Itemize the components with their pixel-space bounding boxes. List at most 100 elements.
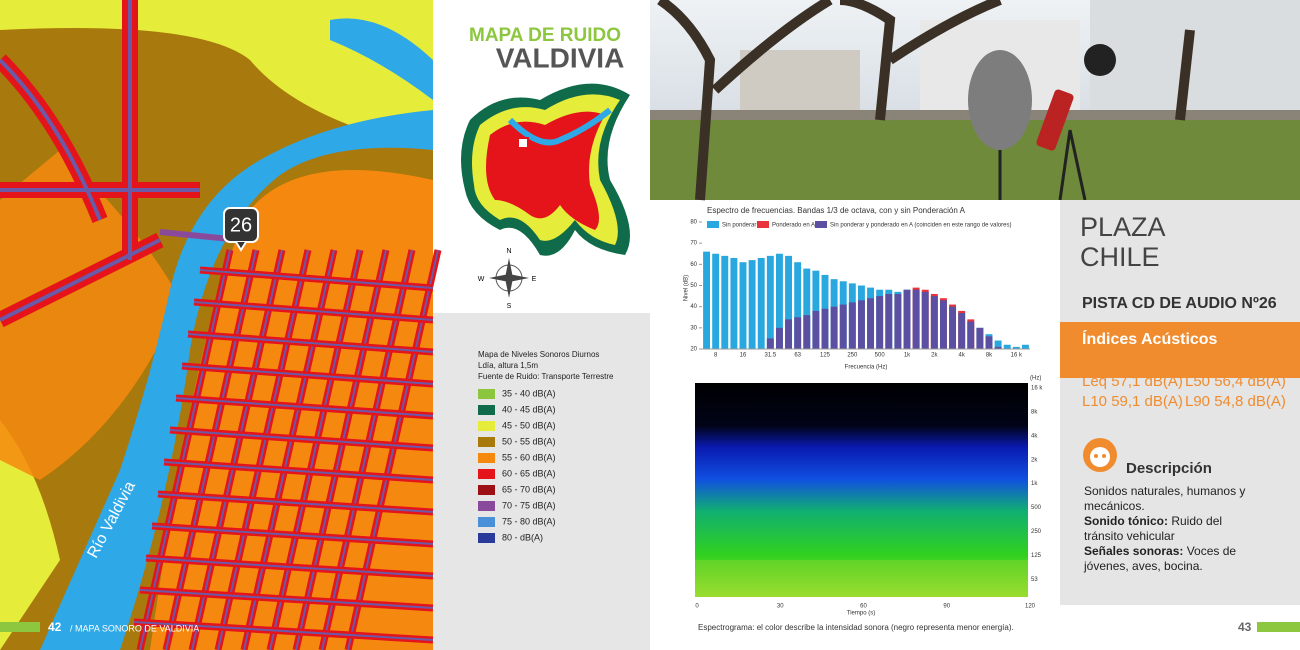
legend-swatch bbox=[478, 437, 495, 447]
index: Leq 57,1 dB(A) bbox=[1082, 373, 1183, 390]
spec-y-tick: 4k bbox=[1031, 433, 1038, 439]
description: Sonidos naturales, humanos y mecánicos. … bbox=[1084, 484, 1264, 574]
bar bbox=[748, 260, 756, 349]
bar bbox=[812, 310, 820, 349]
street bbox=[139, 249, 231, 650]
signals-text: Voces de jóvenes, aves, bocina. bbox=[1084, 544, 1237, 573]
legend-range: 50 - 55 dB(A) bbox=[502, 436, 556, 446]
bar bbox=[757, 257, 765, 349]
x-tick-label: 1k bbox=[904, 353, 911, 359]
legend-swatch bbox=[478, 405, 495, 415]
y-tick-label: 40 bbox=[690, 304, 697, 310]
signals: Señales sonoras: Voces de jóvenes, aves,… bbox=[1084, 544, 1264, 574]
legend-swatch bbox=[478, 501, 495, 511]
street bbox=[139, 589, 434, 609]
spec-y-tick: 1k bbox=[1031, 481, 1038, 487]
legend-swatch bbox=[478, 533, 495, 543]
bar bbox=[739, 262, 747, 349]
legend-swatch bbox=[757, 221, 769, 228]
legend-label: Ponderado en A bbox=[772, 223, 815, 229]
index: L10 59,1 dB(A) bbox=[1082, 393, 1183, 410]
x-axis-label: Frecuencia (Hz) bbox=[845, 365, 888, 371]
bar bbox=[794, 262, 802, 349]
river bbox=[40, 110, 433, 650]
photo bbox=[650, 0, 1300, 201]
x-tick-label: 4k bbox=[958, 353, 965, 359]
bar bbox=[785, 255, 793, 349]
compass-n: N bbox=[506, 248, 511, 255]
title-line2: VALDIVIA bbox=[496, 42, 625, 73]
street bbox=[157, 493, 434, 513]
bar bbox=[712, 253, 720, 349]
bar bbox=[1012, 346, 1020, 349]
legend-line: Mapa de Niveles Sonoros Diurnos bbox=[478, 350, 599, 359]
city-map bbox=[461, 83, 630, 256]
bar bbox=[885, 293, 893, 349]
x-tick-label: 16 k bbox=[1011, 353, 1023, 359]
bar bbox=[721, 255, 729, 349]
x-tick-label: 8 bbox=[714, 353, 718, 359]
noise-map: 26 Río Valdivia 42 / MAPA SONORO DE VALD… bbox=[0, 0, 442, 650]
y-tick-label: 30 bbox=[690, 325, 697, 331]
spec-y-tick: 8k bbox=[1031, 409, 1038, 415]
street-grid bbox=[133, 249, 442, 650]
bar bbox=[939, 300, 947, 349]
spec-y-tick: 250 bbox=[1031, 529, 1042, 535]
bar bbox=[894, 293, 902, 349]
index: L90 54,8 dB(A) bbox=[1185, 393, 1286, 410]
bar bbox=[958, 313, 966, 349]
bar bbox=[930, 296, 938, 349]
bar bbox=[1003, 344, 1011, 349]
y-tick-label: 60 bbox=[690, 262, 697, 268]
spectrogram-band bbox=[695, 560, 1028, 597]
bar bbox=[848, 302, 856, 349]
street bbox=[191, 249, 283, 650]
tonic: Sonido tónico: Ruido del tránsito vehicu… bbox=[1084, 514, 1264, 544]
legend-range: 65 - 70 dB(A) bbox=[502, 484, 556, 494]
place-line2: CHILE bbox=[1080, 242, 1160, 272]
legend-range: 55 - 60 dB(A) bbox=[502, 452, 556, 462]
x-tick-label: 125 bbox=[820, 353, 831, 359]
indices-band bbox=[1060, 322, 1300, 378]
bar bbox=[839, 304, 847, 349]
bar bbox=[994, 340, 1002, 349]
legend-swatch bbox=[478, 389, 495, 399]
legend-range: 75 - 80 dB(A) bbox=[502, 516, 556, 526]
spec-x-tick: 30 bbox=[777, 604, 784, 610]
bar bbox=[994, 346, 1002, 349]
legend-swatch bbox=[478, 421, 495, 431]
bar bbox=[766, 338, 774, 349]
spectrum-chart: Espectro de frecuencias. Bandas 1/3 de o… bbox=[684, 206, 1030, 371]
y-tick-label: 50 bbox=[690, 283, 697, 289]
x-tick-label: 16 bbox=[740, 353, 747, 359]
legend-range: 40 - 45 dB(A) bbox=[502, 404, 556, 414]
bar bbox=[967, 321, 975, 349]
bar bbox=[912, 289, 920, 349]
page-number: 42 bbox=[48, 620, 62, 634]
spec-y-tick: 53 bbox=[1031, 577, 1038, 583]
compass: N E S W bbox=[478, 248, 537, 310]
bar bbox=[730, 257, 738, 349]
legend-range: 60 - 65 dB(A) bbox=[502, 468, 556, 478]
bar bbox=[703, 251, 711, 349]
x-tick-label: 500 bbox=[875, 353, 886, 359]
street bbox=[175, 397, 434, 417]
marker-pin bbox=[235, 241, 247, 252]
map-legend: Mapa de Niveles Sonoros Diurnos Ldía, alt… bbox=[478, 350, 614, 543]
description-text: Sonidos naturales, humanos y mecánicos. bbox=[1084, 484, 1246, 513]
spectrogram-axes: (Hz) 16 k 8k 4k 2k 1k 500 250 125 53 0 30 60 90 120 Tie… bbox=[695, 376, 1043, 633]
legend-swatch bbox=[815, 221, 827, 228]
page-number: 43 bbox=[1238, 620, 1252, 634]
chart-title: Espectro de frecuencias. Bandas 1/3 de o… bbox=[707, 206, 966, 215]
street bbox=[217, 249, 309, 650]
spec-x-tick: 90 bbox=[943, 604, 950, 610]
info-panel bbox=[1060, 200, 1300, 605]
spec-y-tick: 500 bbox=[1031, 505, 1042, 511]
compass-s: S bbox=[507, 303, 512, 310]
street bbox=[193, 301, 434, 321]
bar bbox=[812, 270, 820, 349]
bar bbox=[857, 300, 865, 349]
bar bbox=[766, 255, 774, 349]
